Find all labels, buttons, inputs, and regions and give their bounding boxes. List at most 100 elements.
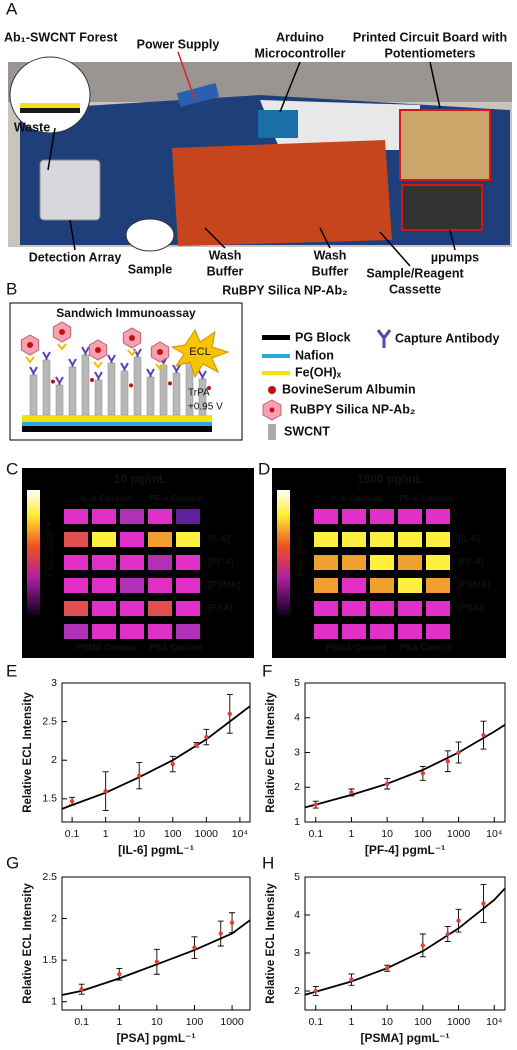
photo-label: Wash — [209, 248, 242, 262]
heatmap-row-label: [PF-4] — [208, 556, 234, 566]
heat-cell — [342, 601, 366, 616]
heat-cell — [64, 578, 88, 593]
photo-label: RuBPY Silica NP-Ab₂ — [222, 283, 348, 297]
arrow — [449, 229, 456, 251]
heatmap-control-label: IL-6 Control — [331, 493, 382, 503]
heat-cell — [64, 555, 88, 570]
x-axis-label: [PSA] pgmL⁻¹ — [117, 1031, 196, 1045]
plot-frame — [61, 682, 251, 823]
heatmap-row-label: [PSA] — [208, 602, 233, 612]
heatmap-control-label: PSA Control — [150, 642, 203, 652]
photo-label: Buffer — [312, 264, 349, 278]
scale-label: - ECL Scale + — [295, 521, 306, 583]
data-point — [481, 732, 486, 738]
photo-label: Power Supply — [137, 37, 220, 51]
antibody — [42, 351, 51, 360]
heat-cell — [176, 532, 200, 547]
heatmap-row-label: [PSMA] — [458, 579, 490, 589]
swcnt — [133, 356, 142, 416]
y-tick-label: 2 — [51, 754, 57, 766]
detection-antibody — [93, 361, 103, 369]
heatmap-control-label: PSA Control — [400, 642, 453, 652]
y-tick-label: 4 — [294, 712, 300, 724]
legend-label: BovineSerum Albumin — [282, 382, 416, 396]
data-point — [456, 750, 461, 755]
heatmap-control-label: IL-6 Control — [81, 493, 132, 503]
heat-cell — [370, 624, 394, 639]
heat-cell — [92, 624, 116, 639]
heat-cell — [342, 555, 366, 570]
heat-cell — [92, 578, 116, 593]
swcnt — [107, 362, 116, 416]
heat-cell — [148, 555, 172, 570]
y-tick-label: 5 — [294, 871, 300, 883]
nanoparticle-core — [95, 347, 101, 353]
heat-cell — [426, 532, 450, 547]
data-point — [137, 773, 142, 778]
heat-cell — [398, 624, 422, 639]
antibody — [198, 370, 207, 379]
arrow — [69, 219, 76, 251]
data-point — [445, 931, 451, 937]
diagram-title: Sandwich Immunoassay — [56, 306, 196, 320]
photo-label: Wash — [314, 248, 347, 262]
heatmap-row-label: [PF-4] — [458, 556, 484, 566]
heat-cell — [120, 624, 144, 639]
nanoparticle-core — [157, 349, 163, 355]
swcnt — [159, 364, 168, 416]
fit-line — [61, 705, 251, 810]
x-tick-label: 1000 — [447, 1016, 471, 1028]
heatmap-row-label: [IL-6] — [458, 533, 480, 543]
photo-label: Sample/Reagent — [366, 266, 464, 280]
detection-antibody — [127, 349, 137, 357]
heatmap-control-label: PF-4 Control — [149, 493, 203, 503]
panel-label: H — [262, 853, 274, 872]
photo — [8, 56, 512, 252]
photo-label: Microcontroller — [255, 46, 346, 60]
heat-cell — [148, 624, 172, 639]
heatmap-row-label: [IL-6] — [208, 533, 230, 543]
heat-cell — [92, 509, 116, 524]
x-tick-label: 1000 — [220, 1016, 244, 1028]
heat-cell — [398, 555, 422, 570]
heatmap-title: 10 pg/mL — [114, 472, 167, 486]
heat-cell — [176, 509, 200, 524]
heat-cell — [314, 601, 338, 616]
heat-cell — [370, 532, 394, 547]
swcnt — [81, 354, 90, 416]
immunoassay-diagram — [9, 302, 243, 441]
y-tick-label: 1.5 — [42, 954, 57, 966]
heat-cell — [398, 601, 422, 616]
arrow — [379, 231, 411, 267]
swcnt — [68, 366, 77, 416]
detection-antibody — [155, 363, 165, 371]
plot-frame — [61, 876, 251, 1011]
y-tick-label: 1 — [294, 816, 300, 828]
fit-line — [304, 723, 506, 809]
heat-cell — [426, 624, 450, 639]
heat-cell — [370, 509, 394, 524]
x-tick-label: 1 — [116, 1016, 122, 1028]
y-tick-label: 1.5 — [42, 793, 57, 805]
x-tick-label: 100 — [164, 828, 182, 840]
legend-icons — [262, 329, 392, 440]
data-point — [117, 972, 122, 977]
photo-label: Printed Circuit Board with — [353, 30, 507, 44]
x-tick-label: 10 — [133, 828, 145, 840]
heatmap-control-label: PF-4 Control — [399, 493, 453, 503]
data-point — [349, 977, 354, 982]
panel-label: F — [262, 661, 272, 680]
arrow — [204, 227, 226, 249]
antibody — [68, 358, 77, 367]
photo-label: µpumps — [431, 250, 479, 264]
photo-label: Arduino — [276, 30, 324, 44]
legend-label: RuBPY Silica NP-Ab₂ — [290, 402, 416, 416]
arrow — [47, 127, 56, 171]
antibody — [81, 346, 90, 355]
heatmap-control-label: PSMA Control — [76, 642, 136, 652]
panel-label: A — [6, 0, 18, 18]
x-tick-label: 1 — [103, 828, 109, 840]
data-point — [227, 711, 232, 717]
antibody — [94, 371, 103, 380]
